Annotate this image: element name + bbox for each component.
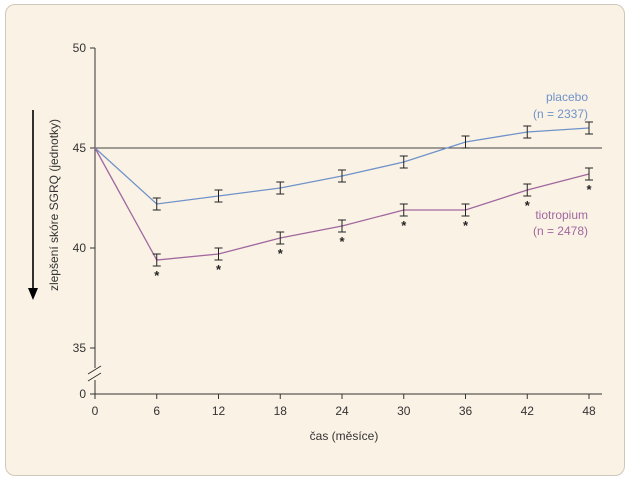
significance-asterisk: *: [463, 218, 469, 233]
error-bar: [338, 169, 346, 183]
significance-asterisk: *: [339, 234, 345, 249]
x-tick-label: 30: [397, 404, 411, 418]
error-bar: [276, 231, 285, 245]
error-bar: [152, 253, 161, 267]
y-tick-label: 0: [79, 387, 86, 401]
y-tick-label: 40: [73, 241, 87, 255]
y-axis-break-mark: [87, 365, 102, 382]
legend-tiotropium-n: (n = 2478): [533, 224, 588, 238]
error-bar: [399, 203, 408, 217]
y-ticks: 0 35 40 45 50: [73, 41, 95, 401]
legend-tiotropium-label: tiotropium: [535, 208, 588, 222]
series-tiotropium: * * * * * * * *: [94, 147, 593, 283]
error-bar: [585, 167, 593, 181]
significance-asterisk: *: [525, 198, 531, 213]
error-bar: [214, 189, 223, 203]
error-bar: [585, 121, 593, 135]
x-tick-label: 42: [521, 404, 535, 418]
y-axis-title: zlepšení skóre SGRQ (jednotky): [47, 119, 61, 291]
y-axis-arrow: [28, 110, 38, 300]
significance-asterisk: *: [401, 218, 407, 233]
y-tick-label: 45: [73, 141, 87, 155]
x-tick-label: 0: [92, 404, 99, 418]
error-bar: [399, 155, 408, 169]
error-bar: [338, 219, 346, 233]
error-bar: [523, 183, 532, 197]
x-tick-label: 6: [153, 404, 160, 418]
error-bar: [214, 247, 223, 261]
legend-placebo-n: (n = 2337): [533, 107, 588, 121]
legend-placebo-label: placebo: [546, 90, 588, 104]
significance-asterisk: *: [278, 246, 284, 261]
error-bar: [461, 203, 470, 217]
x-tick-label: 18: [274, 404, 288, 418]
x-tick-label: 36: [459, 404, 473, 418]
series-placebo: [94, 121, 593, 211]
significance-asterisk: *: [154, 268, 160, 283]
x-axis-title: čas (měsíce): [310, 429, 379, 443]
y-tick-label: 35: [73, 341, 87, 355]
series-layer: * * * * * * * *: [94, 121, 593, 283]
error-bar: [523, 125, 532, 139]
chart-frame: [5, 4, 625, 476]
error-bar: [276, 181, 285, 195]
x-tick-label: 24: [335, 404, 349, 418]
y-tick-label: 50: [73, 41, 87, 55]
x-tick-label: 48: [582, 404, 596, 418]
x-tick-label: 12: [212, 404, 226, 418]
error-bar: [152, 197, 161, 211]
significance-asterisk: *: [586, 182, 592, 197]
series-line-placebo: [94, 127, 590, 205]
error-bar: [461, 135, 470, 149]
significance-asterisk: *: [216, 262, 222, 277]
x-ticks: 0 6 12 18 24 30 36 42 48: [92, 394, 596, 418]
